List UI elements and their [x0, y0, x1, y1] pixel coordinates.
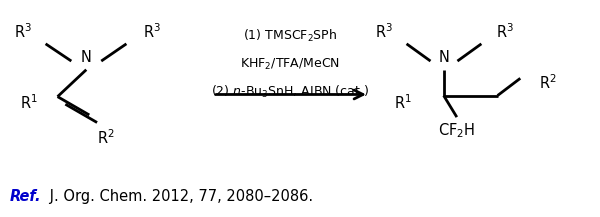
- Text: J. Org. Chem. 2012, 77, 2080–2086.: J. Org. Chem. 2012, 77, 2080–2086.: [45, 189, 313, 204]
- Text: (1) TMSCF$_2$SPh: (1) TMSCF$_2$SPh: [243, 28, 338, 44]
- Text: R$^1$: R$^1$: [394, 93, 412, 112]
- Text: R$^1$: R$^1$: [20, 94, 38, 112]
- Text: CF$_2$H: CF$_2$H: [438, 122, 475, 140]
- Text: R$^3$: R$^3$: [14, 23, 32, 41]
- Text: R$^2$: R$^2$: [97, 128, 115, 147]
- Text: N: N: [81, 50, 92, 65]
- Text: (2) $n$-Bu$_3$SnH, AIBN (cat.): (2) $n$-Bu$_3$SnH, AIBN (cat.): [211, 84, 370, 100]
- Text: Ref.: Ref.: [10, 189, 41, 204]
- Text: R$^3$: R$^3$: [375, 23, 393, 41]
- Text: R$^3$: R$^3$: [143, 23, 161, 41]
- Text: N: N: [438, 50, 449, 65]
- Text: R$^3$: R$^3$: [496, 23, 514, 41]
- Text: R$^2$: R$^2$: [539, 73, 557, 92]
- Text: KHF$_2$/TFA/MeCN: KHF$_2$/TFA/MeCN: [241, 57, 340, 72]
